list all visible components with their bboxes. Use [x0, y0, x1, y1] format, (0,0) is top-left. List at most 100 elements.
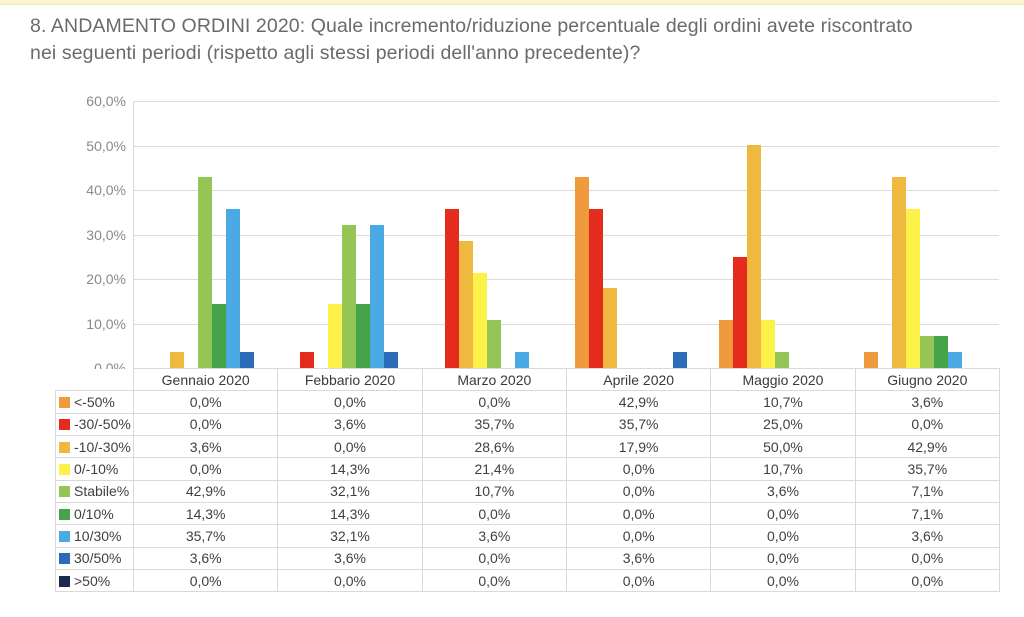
table-cell-value: 0,0%	[854, 569, 1000, 593]
table-cell-value: 14,3%	[277, 457, 423, 481]
gridline	[133, 324, 999, 325]
table-cell-value: 0,0%	[565, 502, 712, 526]
table-cell-value: 0,0%	[854, 412, 1000, 437]
series-name-label: 0/-10%	[74, 461, 119, 478]
series-name-label: <-50%	[74, 394, 115, 411]
table-cell-value: 0,0%	[565, 569, 712, 593]
chart-bar	[473, 273, 487, 368]
chart-bar	[892, 177, 906, 368]
table-cell-value: 50,0%	[710, 435, 856, 459]
table-row: <-50% 0,0% 0,0% 0,0% 42,9% 10,7% 3,6%	[55, 390, 1000, 414]
chart-bar	[864, 352, 878, 368]
series-name-label: 10/30%	[74, 528, 122, 545]
table-cell-value: 0,0%	[710, 546, 856, 571]
series-color-swatch-icon	[59, 486, 70, 498]
table-header-month: Febbario 2020	[277, 367, 423, 392]
chart-bar	[342, 225, 356, 368]
table-cell-value: 0,0%	[421, 569, 567, 593]
table-header-month: Aprile 2020	[565, 367, 712, 392]
series-name-label: Stabile%	[74, 483, 130, 500]
table-row: 10/30% 35,7% 32,1% 3,6% 0,0% 0,0% 3,6%	[55, 524, 1000, 548]
table-cell-value: 32,1%	[277, 479, 423, 504]
table-cell-value: 17,9%	[565, 435, 712, 459]
gridline	[133, 146, 999, 147]
gridline	[133, 279, 999, 280]
table-header-month: Maggio 2020	[710, 367, 856, 392]
table-header-month: Gennaio 2020	[132, 367, 279, 392]
series-name-label: 0/10%	[74, 505, 114, 522]
table-row: 0/10% 14,3% 14,3% 0,0% 0,0% 0,0% 7,1%	[55, 502, 1000, 526]
chart-bar	[673, 352, 687, 368]
y-axis-tick-label: 10,0%	[86, 316, 126, 332]
series-name-label: -10/-30%	[74, 438, 131, 455]
chart-bar	[445, 209, 459, 368]
gridline	[133, 190, 999, 191]
table-cell-value: 28,6%	[421, 435, 567, 459]
table-cell-value: 0,0%	[132, 390, 279, 414]
chart-bar	[240, 352, 254, 368]
chart-bar	[515, 352, 529, 368]
chart-bar	[370, 225, 384, 368]
chart-bar	[487, 320, 501, 368]
table-cell-value: 3,6%	[132, 435, 279, 459]
table-row-label: -10/-30%	[55, 435, 134, 459]
table-cell-value: 35,7%	[132, 524, 279, 548]
chart-bar	[747, 145, 761, 368]
gridline	[133, 235, 999, 236]
table-row: >50% 0,0% 0,0% 0,0% 0,0% 0,0% 0,0%	[55, 569, 1000, 593]
table-header-month: Giugno 2020	[854, 367, 1000, 392]
chart-bar	[170, 352, 184, 368]
table-cell-value: 0,0%	[132, 457, 279, 481]
table-cell-value: 35,7%	[565, 412, 712, 437]
table-row-label: Stabile%	[55, 479, 134, 504]
table-row-label: 0/10%	[55, 502, 134, 526]
series-color-swatch-icon	[59, 553, 70, 565]
table-cell-value: 42,9%	[132, 479, 279, 504]
table-cell-value: 35,7%	[421, 412, 567, 437]
chart-bar	[603, 288, 617, 368]
table-row: -30/-50% 0,0% 3,6% 35,7% 35,7% 25,0% 0,0%	[55, 412, 1000, 437]
table-cell-value: 10,7%	[421, 479, 567, 504]
chart-bar	[198, 177, 212, 368]
table-cell-value: 0,0%	[277, 390, 423, 414]
table-cell-value: 0,0%	[854, 546, 1000, 571]
table-row-label: <-50%	[55, 390, 134, 414]
series-name-label: >50%	[74, 572, 111, 589]
chart-bar	[934, 336, 948, 368]
chart-bar	[775, 352, 789, 368]
table-cell-value: 0,0%	[132, 569, 279, 593]
table-cell-value: 3,6%	[277, 546, 423, 571]
table-cell-value: 0,0%	[565, 524, 712, 548]
chart-bar	[459, 241, 473, 368]
table-cell-value: 0,0%	[710, 569, 856, 593]
table-row-label: 10/30%	[55, 524, 134, 548]
table-cell-value: 3,6%	[421, 524, 567, 548]
table-cell-value: 14,3%	[277, 502, 423, 526]
chart-bar	[906, 209, 920, 368]
table-cell-value: 35,7%	[854, 457, 1000, 481]
table-row: 0/-10% 0,0% 14,3% 21,4% 0,0% 10,7% 35,7%	[55, 457, 1000, 481]
table-row-label: -30/-50%	[55, 412, 134, 437]
table-header-month: Marzo 2020	[421, 367, 567, 392]
table-cell-value: 3,6%	[565, 546, 712, 571]
y-axis-line	[133, 101, 134, 368]
table-cell-value: 0,0%	[421, 390, 567, 414]
y-axis-tick-label: 60,0%	[86, 93, 126, 109]
y-axis-tick-label: 40,0%	[86, 182, 126, 198]
table-cell-value: 7,1%	[854, 479, 1000, 504]
series-color-swatch-icon	[59, 508, 70, 520]
chart-bar	[589, 209, 603, 368]
chart-bar	[761, 320, 775, 368]
chart-bar	[384, 352, 398, 368]
y-axis-tick-label: 20,0%	[86, 271, 126, 287]
table-cell-value: 3,6%	[854, 524, 1000, 548]
table-cell-value: 42,9%	[854, 435, 1000, 459]
table-row: 30/50% 3,6% 3,6% 0,0% 3,6% 0,0% 0,0%	[55, 546, 1000, 571]
y-axis-tick-label: 30,0%	[86, 227, 126, 243]
y-axis-tick-label: 50,0%	[86, 138, 126, 154]
table-cell-value: 10,7%	[710, 457, 856, 481]
chart-question-title: 8. ANDAMENTO ORDINI 2020: Quale incremen…	[30, 15, 913, 64]
series-color-swatch-icon	[59, 419, 70, 431]
table-corner-cell	[55, 368, 134, 392]
